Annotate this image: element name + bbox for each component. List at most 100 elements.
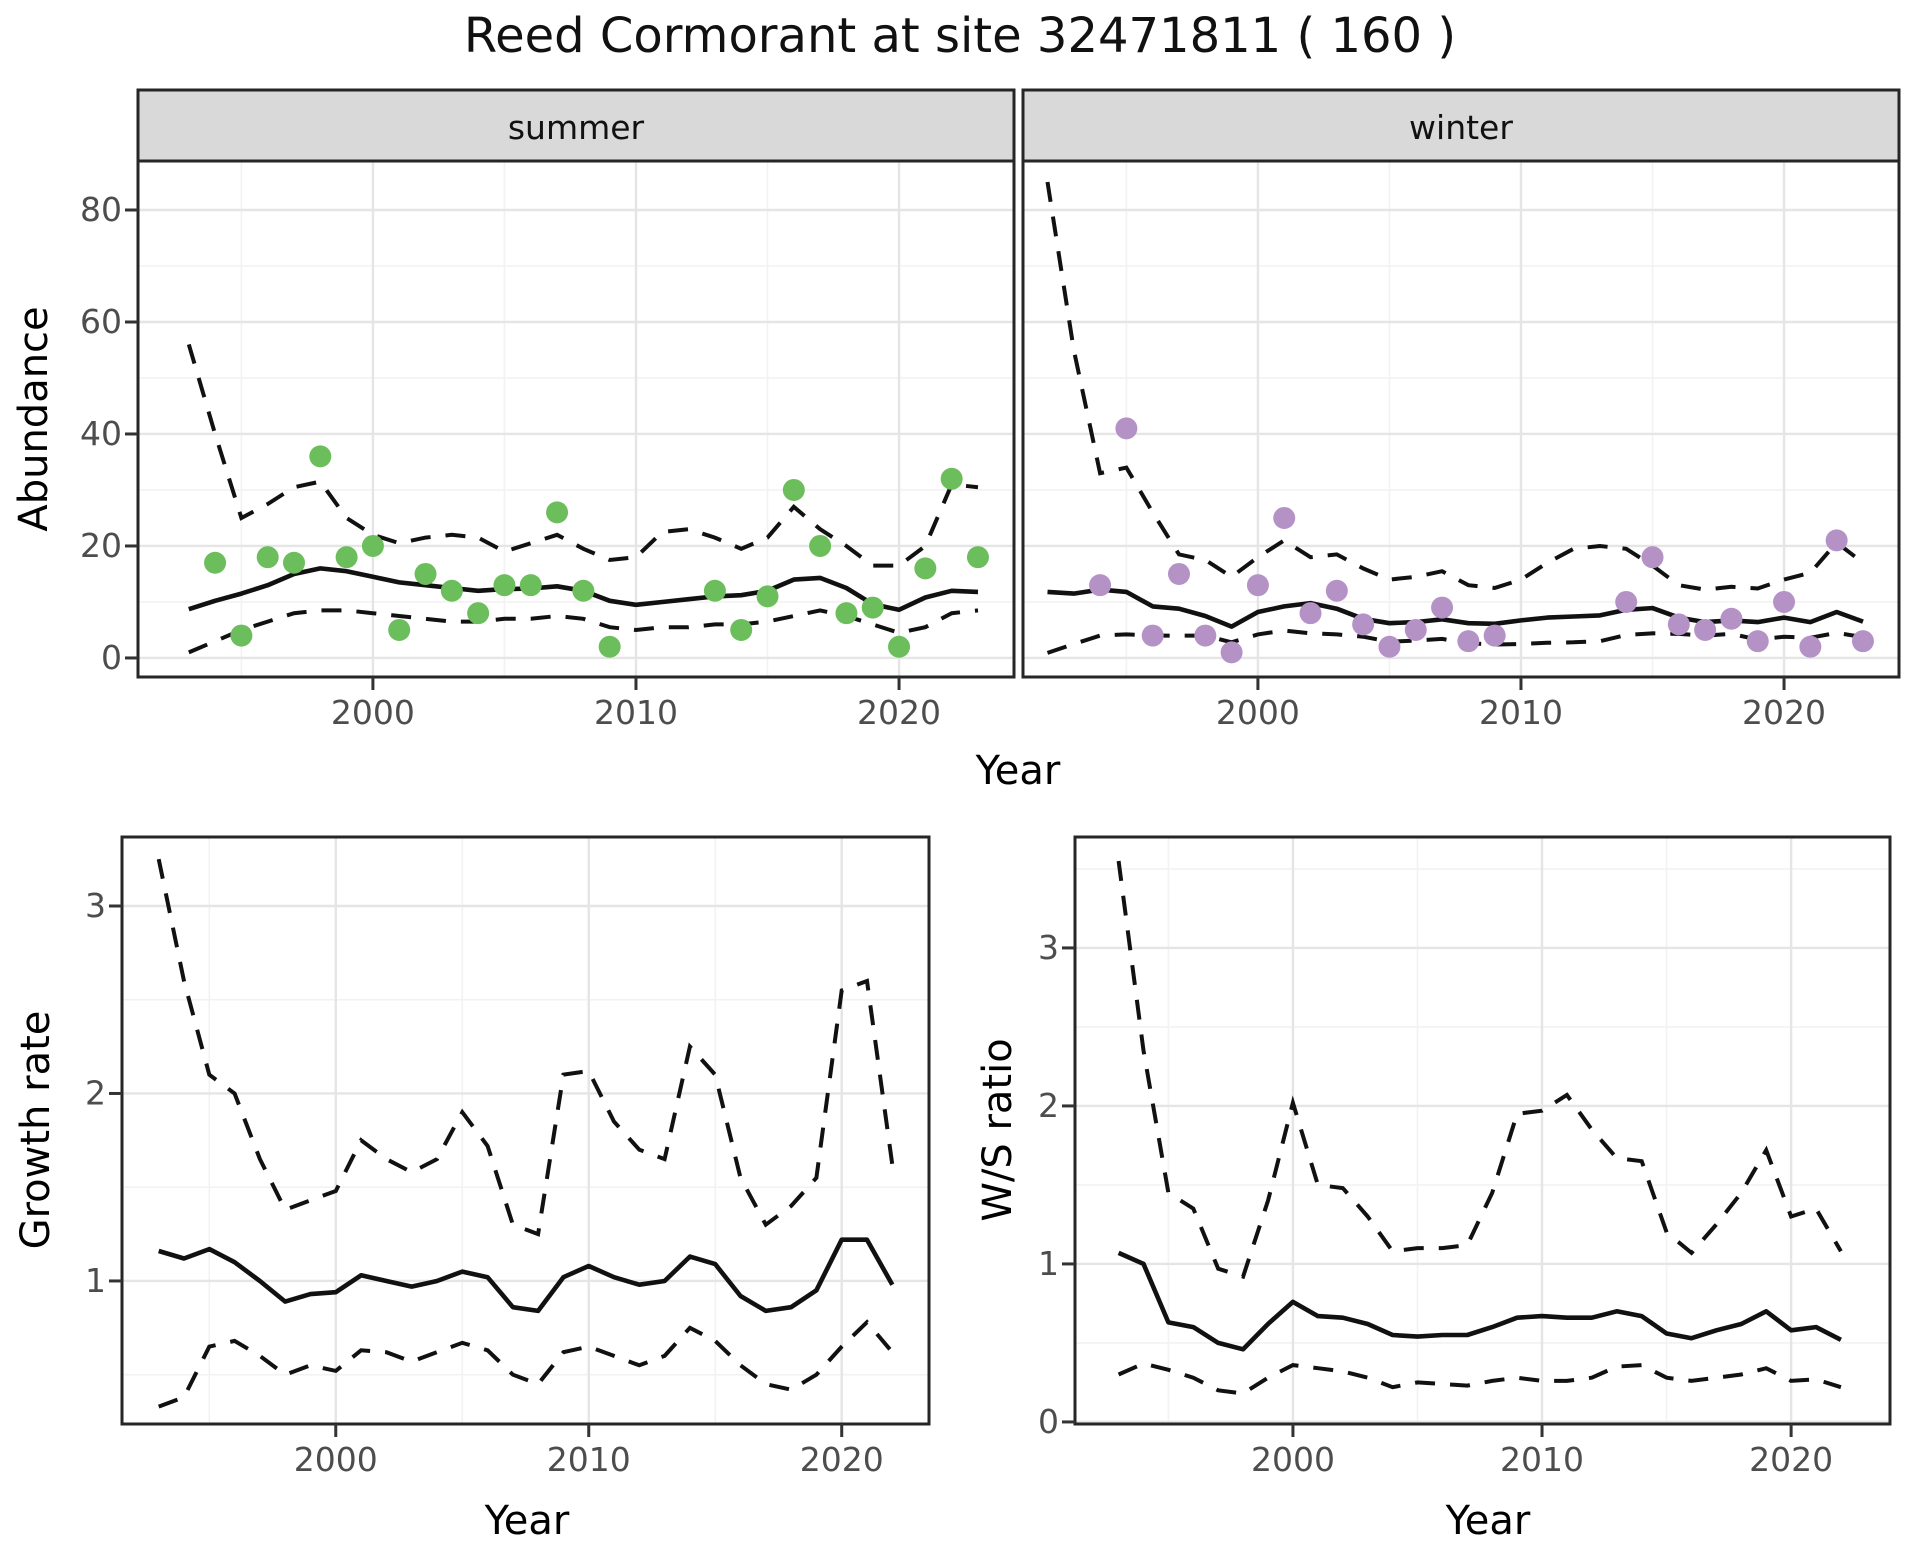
y-axis-title-growth-rate: Growth rate xyxy=(13,1010,59,1250)
summer-count-point xyxy=(440,579,463,602)
winter-count-point xyxy=(1615,590,1638,613)
summer-count-point xyxy=(888,635,911,658)
winter-count-point xyxy=(1851,630,1874,653)
y-axis-title-abundance: Abundance xyxy=(11,306,57,532)
summer-count-point xyxy=(861,596,884,619)
summer-count-point xyxy=(914,557,937,580)
summer-count-point xyxy=(256,546,279,569)
panel-border xyxy=(1073,835,1892,1426)
summer-count-point xyxy=(467,602,490,625)
summer-count-point xyxy=(414,562,437,585)
y-tick-label: 3 xyxy=(85,886,106,925)
winter-count-point xyxy=(1273,506,1296,529)
ci-upper-line xyxy=(156,858,895,1237)
fit-line xyxy=(1117,1250,1842,1352)
summer-count-point xyxy=(388,618,411,641)
summer-count-point xyxy=(782,478,805,501)
winter-count-point xyxy=(1746,630,1769,653)
summer-count-point xyxy=(703,579,726,602)
facet-strip xyxy=(136,88,1016,163)
summer-count-point xyxy=(756,585,779,608)
x-axis-title-year-bottom-right: Year xyxy=(1445,1498,1531,1544)
panel-background xyxy=(122,837,929,1424)
y-tick-label: 80 xyxy=(80,190,122,229)
y-tick-label: 1 xyxy=(85,1261,106,1300)
summer-count-point xyxy=(519,574,542,597)
winter-count-point xyxy=(1115,417,1138,440)
winter-count-point xyxy=(1720,607,1743,630)
y-tick-label: 0 xyxy=(1038,1402,1059,1441)
facet-strip-winter: winter xyxy=(1409,108,1513,147)
y-tick-label: 20 xyxy=(80,526,122,565)
summer-count-point xyxy=(493,574,516,597)
y-tick-label: 40 xyxy=(80,414,122,453)
panel-border xyxy=(120,835,931,1426)
summer-count-point xyxy=(361,534,384,557)
winter-count-point xyxy=(1325,579,1348,602)
y-tick-label: 3 xyxy=(1038,928,1059,967)
summer-count-point xyxy=(309,445,332,468)
x-tick-label: 2000 xyxy=(294,1440,378,1479)
winter-count-point xyxy=(1457,630,1480,653)
x-axis-title-year-top: Year xyxy=(975,748,1061,794)
winter-count-point xyxy=(1773,590,1796,613)
winter-count-point xyxy=(1641,546,1664,569)
y-tick-label: 60 xyxy=(80,302,122,341)
winter-count-point xyxy=(1089,574,1112,597)
winter-count-point xyxy=(1667,613,1690,636)
summer-count-point xyxy=(335,546,358,569)
x-axis-title-year-bottom-left: Year xyxy=(484,1498,570,1544)
ci-lower-line xyxy=(158,1319,894,1409)
x-tick-label: 2000 xyxy=(1216,693,1300,732)
summer-count-point xyxy=(546,501,569,524)
winter-count-point xyxy=(1825,529,1848,552)
x-tick-label: 2000 xyxy=(1251,1440,1335,1479)
winter-count-point xyxy=(1404,618,1427,641)
y-axis-title-ws-ratio: W/S ratio xyxy=(975,1038,1021,1222)
summer-count-point xyxy=(966,546,989,569)
winter-count-point xyxy=(1246,574,1269,597)
plot-title: Reed Cormorant at site 32471811 ( 160 ) xyxy=(463,8,1457,64)
summer-count-point xyxy=(572,579,595,602)
panel-background xyxy=(1075,837,1890,1424)
y-tick-label: 0 xyxy=(101,638,122,677)
x-tick-label: 2010 xyxy=(594,693,678,732)
summer-count-point xyxy=(809,534,832,557)
ci-upper-line xyxy=(1045,181,1865,592)
summer-count-point xyxy=(230,624,253,647)
winter-count-point xyxy=(1352,613,1375,636)
winter-count-point xyxy=(1141,624,1164,647)
winter-count-point xyxy=(1483,624,1506,647)
winter-count-point xyxy=(1378,635,1401,658)
winter-count-point xyxy=(1167,562,1190,585)
winter-count-point xyxy=(1220,641,1243,664)
winter-count-point xyxy=(1299,602,1322,625)
winter-count-point xyxy=(1799,635,1822,658)
y-tick-label: 1 xyxy=(1038,1244,1059,1283)
x-tick-label: 2020 xyxy=(800,1440,884,1479)
x-tick-label: 2010 xyxy=(547,1440,631,1479)
x-tick-label: 2010 xyxy=(1479,693,1563,732)
panel-background xyxy=(138,161,1014,677)
winter-count-point xyxy=(1431,596,1454,619)
winter-count-point xyxy=(1694,618,1717,641)
summer-count-point xyxy=(730,618,753,641)
x-tick-label: 2020 xyxy=(1742,693,1826,732)
summer-count-point xyxy=(282,551,305,574)
y-tick-label: 2 xyxy=(1038,1086,1059,1125)
summer-count-point xyxy=(598,635,621,658)
summer-count-point xyxy=(940,467,963,490)
x-tick-label: 2010 xyxy=(1500,1440,1584,1479)
summer-count-point xyxy=(835,602,858,625)
x-tick-label: 2000 xyxy=(331,693,415,732)
panel-background xyxy=(1023,161,1899,677)
summer-count-point xyxy=(204,551,227,574)
ci-upper-line xyxy=(186,343,979,568)
x-tick-label: 2020 xyxy=(857,693,941,732)
x-tick-label: 2020 xyxy=(1749,1440,1833,1479)
facet-strip xyxy=(1021,88,1901,163)
fit-line xyxy=(158,1237,895,1314)
facet-strip-summer: summer xyxy=(507,108,645,147)
